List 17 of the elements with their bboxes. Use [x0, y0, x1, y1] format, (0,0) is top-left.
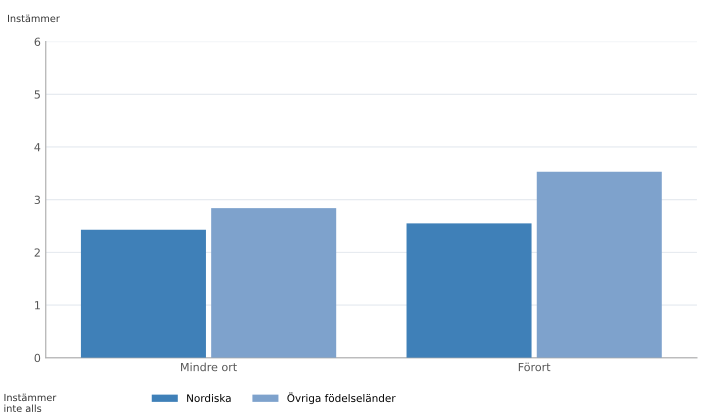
x-tick-label: Mindre ort — [181, 362, 237, 372]
y-axis-title: Instämmer — [8, 14, 60, 22]
y-tick-label: 2 — [34, 248, 40, 257]
y-tick-label: 6 — [34, 38, 40, 46]
y-tick-label: 1 — [35, 301, 40, 310]
y-tick-label: 4 — [34, 143, 40, 152]
legend-label: Nordiska — [187, 394, 231, 402]
x-tick-label: Förort — [518, 362, 550, 372]
legend-label: Övriga födelseländer — [287, 392, 396, 404]
text: Instämmer inte alls — [4, 394, 56, 412]
y-tick-label: 3 — [34, 196, 40, 204]
y-tick-label: 5 — [34, 90, 40, 99]
bar — [80, 230, 206, 358]
bar — [406, 223, 532, 358]
y-tick-label: 0 — [34, 354, 40, 362]
bar — [536, 172, 662, 358]
bar — [211, 208, 336, 358]
